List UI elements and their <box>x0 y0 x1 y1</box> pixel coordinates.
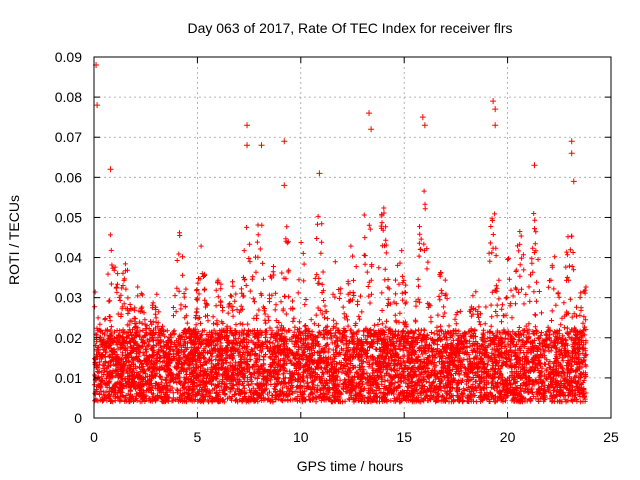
y-tick-label: 0.01 <box>55 370 82 386</box>
y-tick-label: 0.08 <box>55 89 82 105</box>
scatter-cloud <box>91 188 589 405</box>
x-tick-label: 25 <box>603 429 619 445</box>
data-point <box>570 178 577 185</box>
y-axis-label: ROTI / TECUs <box>6 195 22 285</box>
chart-title: Day 063 of 2017, Rate Of TEC Index for r… <box>187 20 512 36</box>
y-tick-label: 0.05 <box>55 209 82 225</box>
y-tick-labels: 0 0.01 0.02 0.03 0.04 0.05 0.06 0.07 0.08 0.09 <box>55 49 82 426</box>
data-point <box>568 138 575 145</box>
y-tick-label: 0.06 <box>55 169 82 185</box>
data-point <box>366 110 373 117</box>
x-tick-label: 0 <box>90 429 98 445</box>
x-tick-label: 20 <box>500 429 516 445</box>
plot-frame <box>93 56 612 419</box>
data-point <box>316 170 323 177</box>
data-point <box>492 122 499 129</box>
y-tick-label: 0 <box>74 410 82 426</box>
axis-ticks <box>93 56 612 419</box>
data-point <box>568 150 575 157</box>
y-tick-label: 0.07 <box>55 129 82 145</box>
data-point <box>531 162 538 169</box>
data-point <box>244 122 251 129</box>
y-tick-label: 0.02 <box>55 330 82 346</box>
y-tick-label: 0.09 <box>55 49 82 65</box>
y-tick-label: 0.04 <box>55 250 82 266</box>
x-axis-label: GPS time / hours <box>297 458 404 474</box>
data-point <box>421 122 428 129</box>
data-point <box>281 138 288 145</box>
data-point <box>490 98 497 105</box>
data-point <box>94 102 101 109</box>
data-point <box>107 166 114 173</box>
data-point <box>281 182 288 189</box>
data-point <box>368 126 375 133</box>
x-tick-label: 15 <box>396 429 412 445</box>
x-tick-label: 10 <box>293 429 309 445</box>
data-point <box>258 142 265 149</box>
x-tick-label: 5 <box>194 429 202 445</box>
x-tick-labels: 0 5 10 15 20 25 <box>90 429 619 445</box>
data-point <box>419 114 426 121</box>
data-point <box>244 142 251 149</box>
y-tick-label: 0.03 <box>55 290 82 306</box>
data-point <box>492 106 499 113</box>
